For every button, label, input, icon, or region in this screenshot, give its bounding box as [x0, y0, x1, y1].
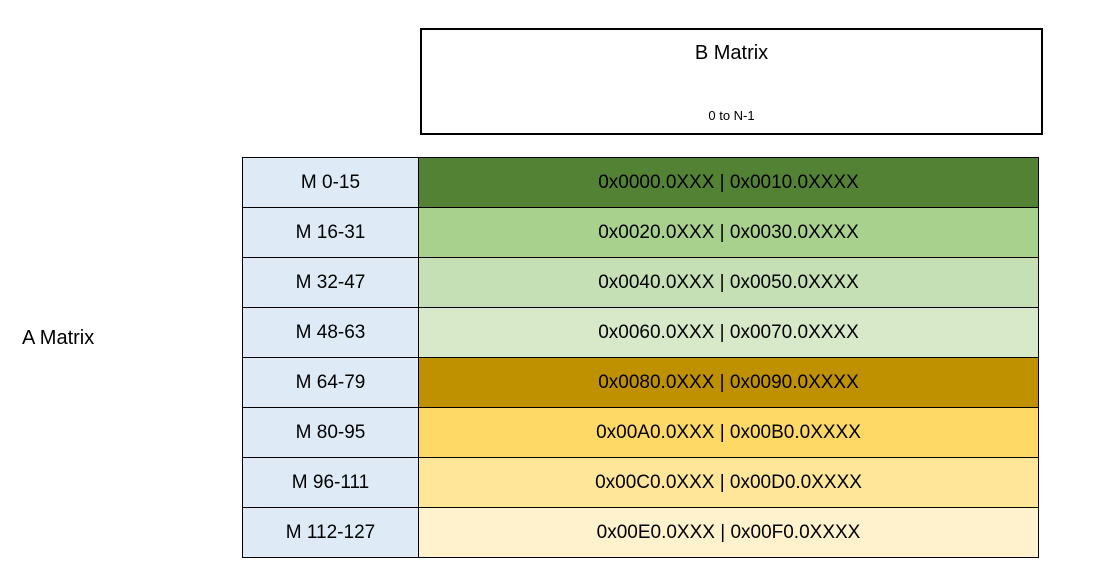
- row-address-cell: 0x00C0.0XXX | 0x00D0.0XXXX: [418, 457, 1039, 508]
- row-label-cell: M 16-31: [242, 207, 419, 258]
- row-address-cell: 0x0080.0XXX | 0x0090.0XXXX: [418, 357, 1039, 408]
- b-matrix-title: B Matrix: [694, 42, 769, 64]
- row-label-cell: M 64-79: [242, 357, 419, 408]
- table-row: M 64-79 0x0080.0XXX | 0x0090.0XXXX: [242, 357, 1039, 408]
- table-row: M 32-47 0x0040.0XXX | 0x0050.0XXXX: [242, 257, 1039, 308]
- row-label-cell: M 32-47: [242, 257, 419, 308]
- table-row: M 16-31 0x0020.0XXX | 0x0030.0XXXX: [242, 207, 1039, 258]
- row-label-cell: M 112-127: [242, 507, 419, 558]
- row-address-cell: 0x0000.0XXX | 0x0010.0XXXX: [418, 157, 1039, 208]
- table-row: M 48-63 0x0060.0XXX | 0x0070.0XXXX: [242, 307, 1039, 358]
- row-label-cell: M 80-95: [242, 407, 419, 458]
- table-row: M 112-127 0x00E0.0XXX | 0x00F0.0XXXX: [242, 507, 1039, 558]
- row-label-cell: M 48-63: [242, 307, 419, 358]
- row-label-cell: M 0-15: [242, 157, 419, 208]
- row-address-cell: 0x00E0.0XXX | 0x00F0.0XXXX: [418, 507, 1039, 558]
- b-matrix-range-label: 0 to N-1: [708, 108, 755, 123]
- memory-layout-table-body: M 0-15 0x0000.0XXX | 0x0010.0XXXX M 16-3…: [242, 157, 1039, 558]
- row-label-cell: M 96-111: [242, 457, 419, 508]
- table-row: M 0-15 0x0000.0XXX | 0x0010.0XXXX: [242, 157, 1039, 208]
- b-matrix-box: B Matrix 0 to N-1: [420, 28, 1043, 135]
- row-address-cell: 0x0060.0XXX | 0x0070.0XXXX: [418, 307, 1039, 358]
- row-address-cell: 0x00A0.0XXX | 0x00B0.0XXXX: [418, 407, 1039, 458]
- table-row: M 80-95 0x00A0.0XXX | 0x00B0.0XXXX: [242, 407, 1039, 458]
- row-address-cell: 0x0020.0XXX | 0x0030.0XXXX: [418, 207, 1039, 258]
- row-address-cell: 0x0040.0XXX | 0x0050.0XXXX: [418, 257, 1039, 308]
- memory-layout-table: M 0-15 0x0000.0XXX | 0x0010.0XXXX M 16-3…: [242, 157, 1039, 558]
- table-row: M 96-111 0x00C0.0XXX | 0x00D0.0XXXX: [242, 457, 1039, 508]
- a-matrix-label: A Matrix: [22, 327, 95, 349]
